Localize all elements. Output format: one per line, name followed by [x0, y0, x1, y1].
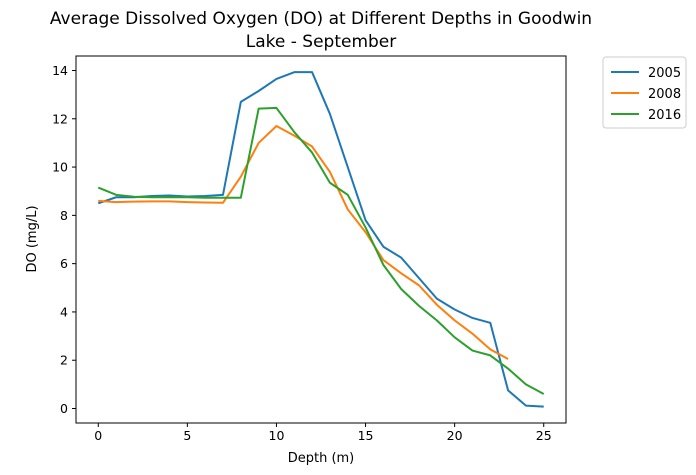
x-tick-label: 20: [447, 428, 463, 443]
legend: 2005 2008 2016: [602, 56, 687, 129]
x-tick-label: 10: [269, 428, 285, 443]
legend-label-2005: 2005: [648, 66, 681, 81]
y-tick-label: 6: [60, 256, 68, 271]
legend-label-2008: 2008: [648, 87, 681, 102]
y-tick-label: 0: [60, 401, 68, 416]
plot-area: 0 5 10 15 20 25 0 2 4 6 8 10 12 14: [52, 55, 567, 443]
x-tick-label: 5: [183, 428, 191, 443]
y-tick-label: 14: [52, 63, 68, 78]
chart-title-line-2: Lake - September: [246, 32, 397, 52]
series-line-2008: [98, 125, 509, 360]
x-tick-label: 15: [358, 428, 374, 443]
y-tick-label: 10: [52, 160, 68, 175]
y-tick-label: 12: [52, 111, 68, 126]
axes-frame: [75, 55, 567, 424]
x-axis-label: Depth (m): [288, 451, 355, 466]
x-tick-label: 0: [94, 428, 102, 443]
series-line-2005: [97, 71, 544, 408]
y-axis-label: DO (mg/L): [25, 205, 40, 272]
y-tick-label: 8: [60, 208, 68, 223]
y-tick-label: 4: [60, 304, 68, 319]
chart-title-line-1: Average Dissolved Oxygen (DO) at Differe…: [50, 9, 592, 29]
y-tick-label: 2: [60, 353, 68, 368]
x-tick-label: 25: [536, 428, 552, 443]
legend-box: [602, 56, 687, 129]
legend-label-2016: 2016: [648, 108, 681, 123]
series-line-2016: [97, 106, 545, 395]
